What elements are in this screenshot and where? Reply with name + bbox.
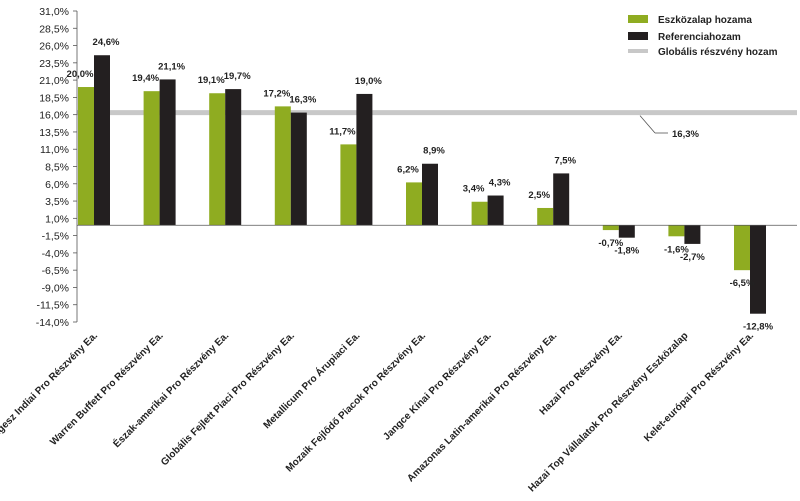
bar-reference xyxy=(618,225,635,238)
y-tick-label: 21,0% xyxy=(39,75,69,87)
bar-fund xyxy=(668,225,685,237)
y-tick-label: 31,0% xyxy=(39,6,69,18)
bar-reference xyxy=(225,89,242,226)
data-label: 24,6% xyxy=(93,37,120,48)
data-labels-group: 20,0% 19,4% 19,1% 17,2% 11,7% 6,2% 3,4% 2,5% -0,… xyxy=(67,37,774,332)
x-category-label: Warren Buffett Pro Részvény Ea. xyxy=(48,330,166,448)
bar-reference xyxy=(356,93,373,226)
x-category-label: Amazonas Latin-amerikai Pro Részvény Ea. xyxy=(405,330,559,484)
data-label: 21,1% xyxy=(158,61,185,72)
callout-leader xyxy=(639,115,656,134)
y-tick-label: -4,0% xyxy=(42,248,69,260)
y-axis: 31,0% 28,5% 26,0% 23,5% 21,0% 18,5% 16,0% 13,5%… xyxy=(36,6,77,329)
y-tick-label: 16,0% xyxy=(39,110,69,122)
x-category-label: Mozaik Fejlődő Piacok Pro Részvény Ea. xyxy=(284,330,428,474)
x-category-label: Gangesz Indiai Pro Részvény Ea. xyxy=(0,330,100,449)
legend-swatch-fund xyxy=(628,15,648,23)
x-category-label: Kelet-európai Pro Részvény Ea. xyxy=(642,330,756,444)
bar-fund xyxy=(471,201,488,226)
y-tick-label: 11,0% xyxy=(40,144,69,156)
data-label: 19,7% xyxy=(224,71,251,82)
bar-fund xyxy=(734,225,750,271)
data-label: 11,7% xyxy=(329,126,356,137)
data-label: -1,6% xyxy=(664,244,689,255)
data-label: 17,2% xyxy=(263,88,290,99)
y-tick-label: -1,5% xyxy=(42,231,69,243)
y-tick-label: 28,5% xyxy=(39,23,69,35)
data-label: 8,9% xyxy=(423,146,445,157)
bar-reference xyxy=(750,225,766,314)
reference-line-group xyxy=(77,110,797,134)
data-label: -1,8% xyxy=(614,246,639,257)
bars-group xyxy=(78,55,766,314)
data-label: -6,5% xyxy=(730,278,755,289)
data-label: 20,0% xyxy=(67,69,94,80)
data-label: -2,7% xyxy=(680,252,705,263)
y-tick-label: 8,5% xyxy=(45,162,69,174)
data-label: -0,7% xyxy=(598,238,623,249)
bar-reference xyxy=(159,79,176,226)
bar-reference xyxy=(422,163,438,226)
data-label: 6,2% xyxy=(397,164,419,175)
legend: Eszközalap hozama Referenciahozam Globál… xyxy=(628,15,778,58)
legend-label-global: Globális részvény hozam xyxy=(658,47,778,58)
x-category-label: Globális Fejlett Piaci Pro Részvény Ea. xyxy=(159,330,297,468)
bar-fund xyxy=(340,144,357,226)
legend-label-fund: Eszközalap hozama xyxy=(658,15,752,26)
y-tick-label: -9,0% xyxy=(42,282,69,294)
data-label: 4,3% xyxy=(489,178,511,189)
bar-reference xyxy=(487,195,504,226)
y-tick-label: 23,5% xyxy=(39,58,69,70)
legend-swatch-reference xyxy=(628,32,648,40)
x-category-label: Jangce Kínai Pro Részvény Ea. xyxy=(381,330,493,442)
bar-fund xyxy=(209,93,226,226)
data-label: 2,5% xyxy=(528,190,550,201)
data-label: 16,3% xyxy=(289,95,316,106)
y-tick-label: 3,5% xyxy=(45,196,69,208)
bar-reference xyxy=(684,225,701,244)
y-tick-label: -11,5% xyxy=(37,300,70,312)
data-label: 19,0% xyxy=(355,76,382,87)
y-tick-label: 1,0% xyxy=(45,213,69,225)
y-tick-label: 26,0% xyxy=(39,41,69,53)
data-label: -12,8% xyxy=(743,322,774,333)
legend-label-reference: Referenciahozam xyxy=(658,32,741,43)
data-label: 7,5% xyxy=(554,155,576,166)
x-category-label: Észak-amerikai Pro Részvény Ea. xyxy=(110,329,231,450)
y-tick-label: -6,5% xyxy=(42,265,69,277)
bar-fund xyxy=(274,106,291,226)
bar-fund xyxy=(143,91,160,226)
bar-reference xyxy=(290,112,307,226)
data-label: 3,4% xyxy=(463,184,485,195)
bar-fund xyxy=(537,207,554,226)
bar-reference xyxy=(553,173,570,226)
global-return-label: 16,3% xyxy=(672,129,699,140)
y-tick-label: 13,5% xyxy=(39,127,69,139)
y-tick-label: 18,5% xyxy=(39,92,69,104)
bar-fund xyxy=(78,87,94,226)
bar-reference xyxy=(94,55,110,226)
bar-fund xyxy=(406,182,422,226)
y-tick-label: 6,0% xyxy=(45,179,69,191)
legend-swatch-global xyxy=(628,49,648,53)
data-label: 19,1% xyxy=(198,75,225,86)
bar-fund xyxy=(602,225,619,231)
data-label: 19,4% xyxy=(132,73,159,84)
y-tick-label: -14,0% xyxy=(36,317,69,329)
